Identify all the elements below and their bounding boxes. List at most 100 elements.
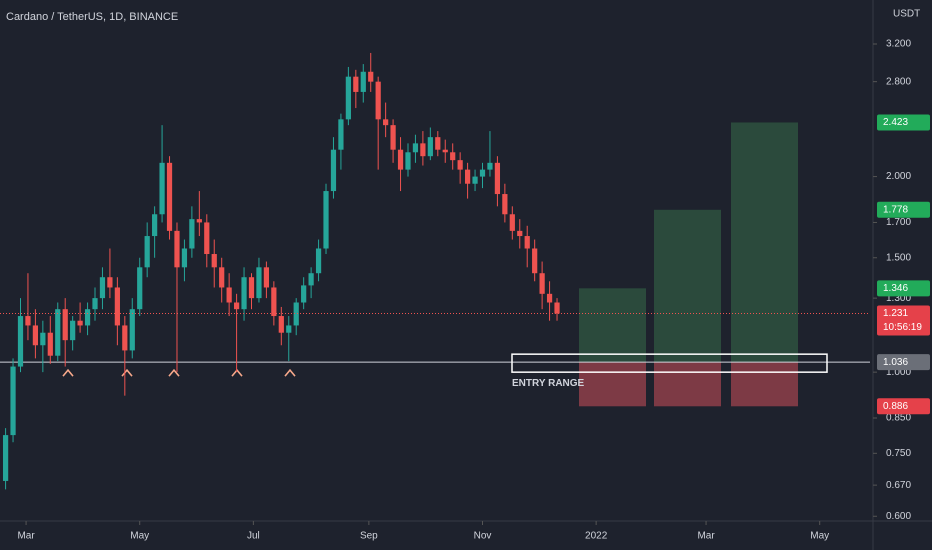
price-badge (877, 280, 930, 297)
chart-title: Cardano / TetherUS, 1D, BINANCE (6, 11, 178, 23)
profit-zone (654, 209, 721, 363)
candle-body (457, 160, 463, 170)
candle-body (345, 76, 351, 120)
candle-body (144, 236, 150, 268)
x-tick-label: Jul (247, 531, 260, 542)
countdown-label: 10:56:19 (883, 322, 922, 333)
x-tick-label: 2022 (585, 531, 608, 542)
candle-body (464, 169, 471, 184)
candle-body (293, 302, 299, 326)
y-tick-label: 1.300 (886, 293, 911, 304)
candle-body (204, 222, 210, 255)
candle-body (353, 76, 359, 92)
candle-body (502, 194, 508, 215)
candle-body (271, 287, 277, 317)
price-badge-label: 1.231 (883, 308, 908, 319)
entry-range-label: ENTRY RANGE (512, 378, 585, 389)
x-tick-label: Sep (360, 531, 378, 542)
candle-body (17, 316, 24, 367)
price-badge-label: 2.423 (883, 117, 908, 128)
candle-body (107, 277, 113, 288)
candle-body (77, 320, 83, 326)
y-tick-label: 2.800 (886, 76, 911, 87)
candle-body (412, 143, 419, 153)
candle-body (181, 248, 188, 268)
candle-body (114, 287, 120, 326)
price-badge (877, 354, 930, 371)
y-tick-label: 0.600 (886, 511, 911, 522)
candle-body (509, 214, 515, 231)
x-tick-label: Mar (17, 531, 35, 542)
support-arrow (284, 368, 296, 377)
candle-body (546, 293, 553, 303)
candle-body (196, 219, 202, 223)
loss-zone (654, 362, 721, 407)
y-tick-label: 0.670 (886, 480, 911, 491)
support-arrow (62, 368, 74, 377)
candle-body (524, 236, 530, 249)
plot: ENTRY RANGE (0, 52, 870, 490)
y-tick-label: 0.850 (886, 413, 911, 424)
candle-body (442, 149, 448, 153)
candle-body (55, 309, 61, 356)
loss-zone (579, 362, 646, 407)
y-tick-label: 0.750 (886, 448, 911, 459)
candle-body (450, 152, 456, 161)
candle-body (129, 309, 135, 351)
candle-body (10, 366, 16, 436)
candle-body (25, 316, 31, 326)
candle-body (226, 287, 232, 303)
candle-body (32, 325, 39, 346)
candle-body (166, 162, 173, 231)
candle-body (494, 162, 501, 195)
support-arrow (168, 368, 180, 377)
candle-body (159, 162, 165, 215)
y-tick-label: 1.000 (886, 367, 911, 378)
candle-body (420, 143, 426, 157)
candle-body (487, 162, 493, 170)
candle-body (84, 309, 91, 326)
candle-body (92, 298, 98, 310)
price-badge-label: 1.778 (883, 204, 908, 215)
price-badge-label: 1.346 (883, 283, 908, 294)
candle-body (99, 277, 106, 299)
candle-body (122, 325, 128, 351)
candle-body (539, 273, 545, 294)
candle-body (219, 267, 225, 288)
loss-zone (731, 362, 798, 407)
candle-body (390, 125, 396, 150)
candle-body (189, 219, 195, 249)
candle-body (62, 309, 68, 341)
candle-body (315, 248, 322, 274)
support-arrow (121, 368, 133, 377)
x-tick-label: May (130, 531, 149, 542)
candle-body (554, 302, 560, 314)
candle-body (427, 137, 433, 157)
candle-body (2, 435, 9, 481)
price-badge (877, 398, 930, 415)
candle-body (383, 119, 389, 126)
profit-zone (579, 288, 646, 363)
candle-body (286, 325, 292, 333)
unit-label: USDT (893, 9, 920, 20)
candle-body (233, 302, 240, 310)
x-tick-label: May (810, 531, 829, 542)
candle-body (435, 137, 441, 150)
price-badge-label: 1.036 (883, 357, 908, 368)
candle-body (405, 152, 411, 170)
candle-body (301, 285, 307, 303)
candle-body (375, 81, 381, 120)
candle-body (338, 119, 344, 150)
candle-body (479, 169, 486, 177)
candle-body (174, 230, 180, 268)
candle-body (323, 191, 329, 249)
candle-body (360, 71, 366, 92)
x-tick-label: Mar (697, 531, 715, 542)
candle-body (368, 71, 374, 82)
y-tick-label: 2.000 (886, 171, 911, 182)
candle-body (517, 230, 523, 237)
candle-body (70, 320, 76, 341)
candle-body (472, 176, 478, 184)
price-badge (877, 114, 930, 131)
